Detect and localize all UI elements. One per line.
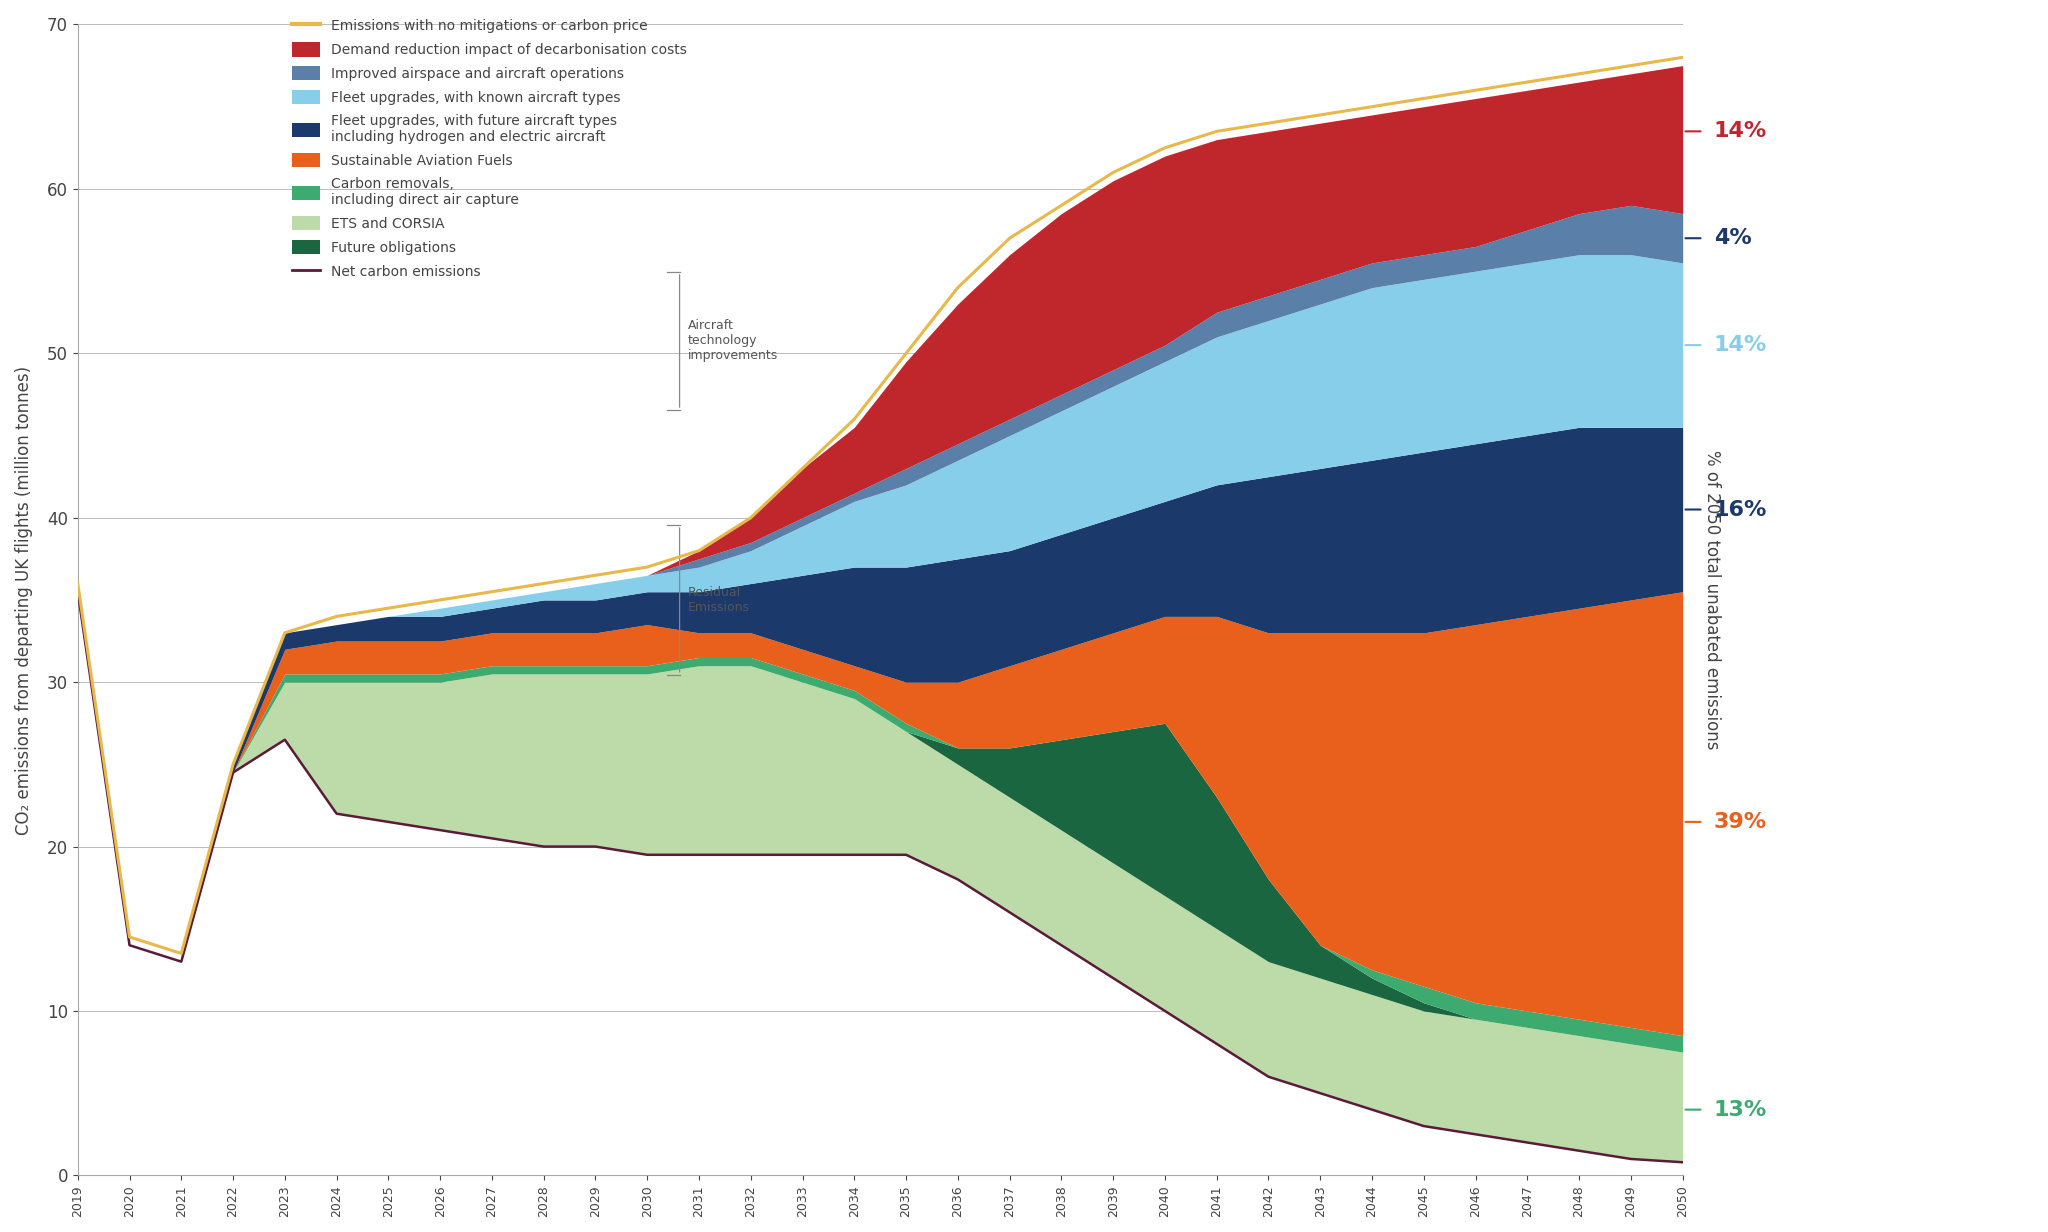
Y-axis label: % of 2050 total unabated emissions: % of 2050 total unabated emissions [1704,450,1722,750]
Text: 14%: 14% [1714,335,1767,355]
Text: 13%: 13% [1714,1100,1767,1120]
Text: Residual
Emissions: Residual Emissions [688,586,750,614]
Text: 39%: 39% [1714,812,1767,832]
Text: 4%: 4% [1714,228,1751,248]
Legend: Emissions with no mitigations or carbon price, Demand reduction impact of decarb: Emissions with no mitigations or carbon … [287,14,692,285]
Text: 14%: 14% [1714,122,1767,142]
Text: Aircraft
technology
improvements: Aircraft technology improvements [688,319,778,362]
Y-axis label: CO₂ emissions from departing UK flights (million tonnes): CO₂ emissions from departing UK flights … [14,366,33,834]
Text: 16%: 16% [1714,499,1767,520]
